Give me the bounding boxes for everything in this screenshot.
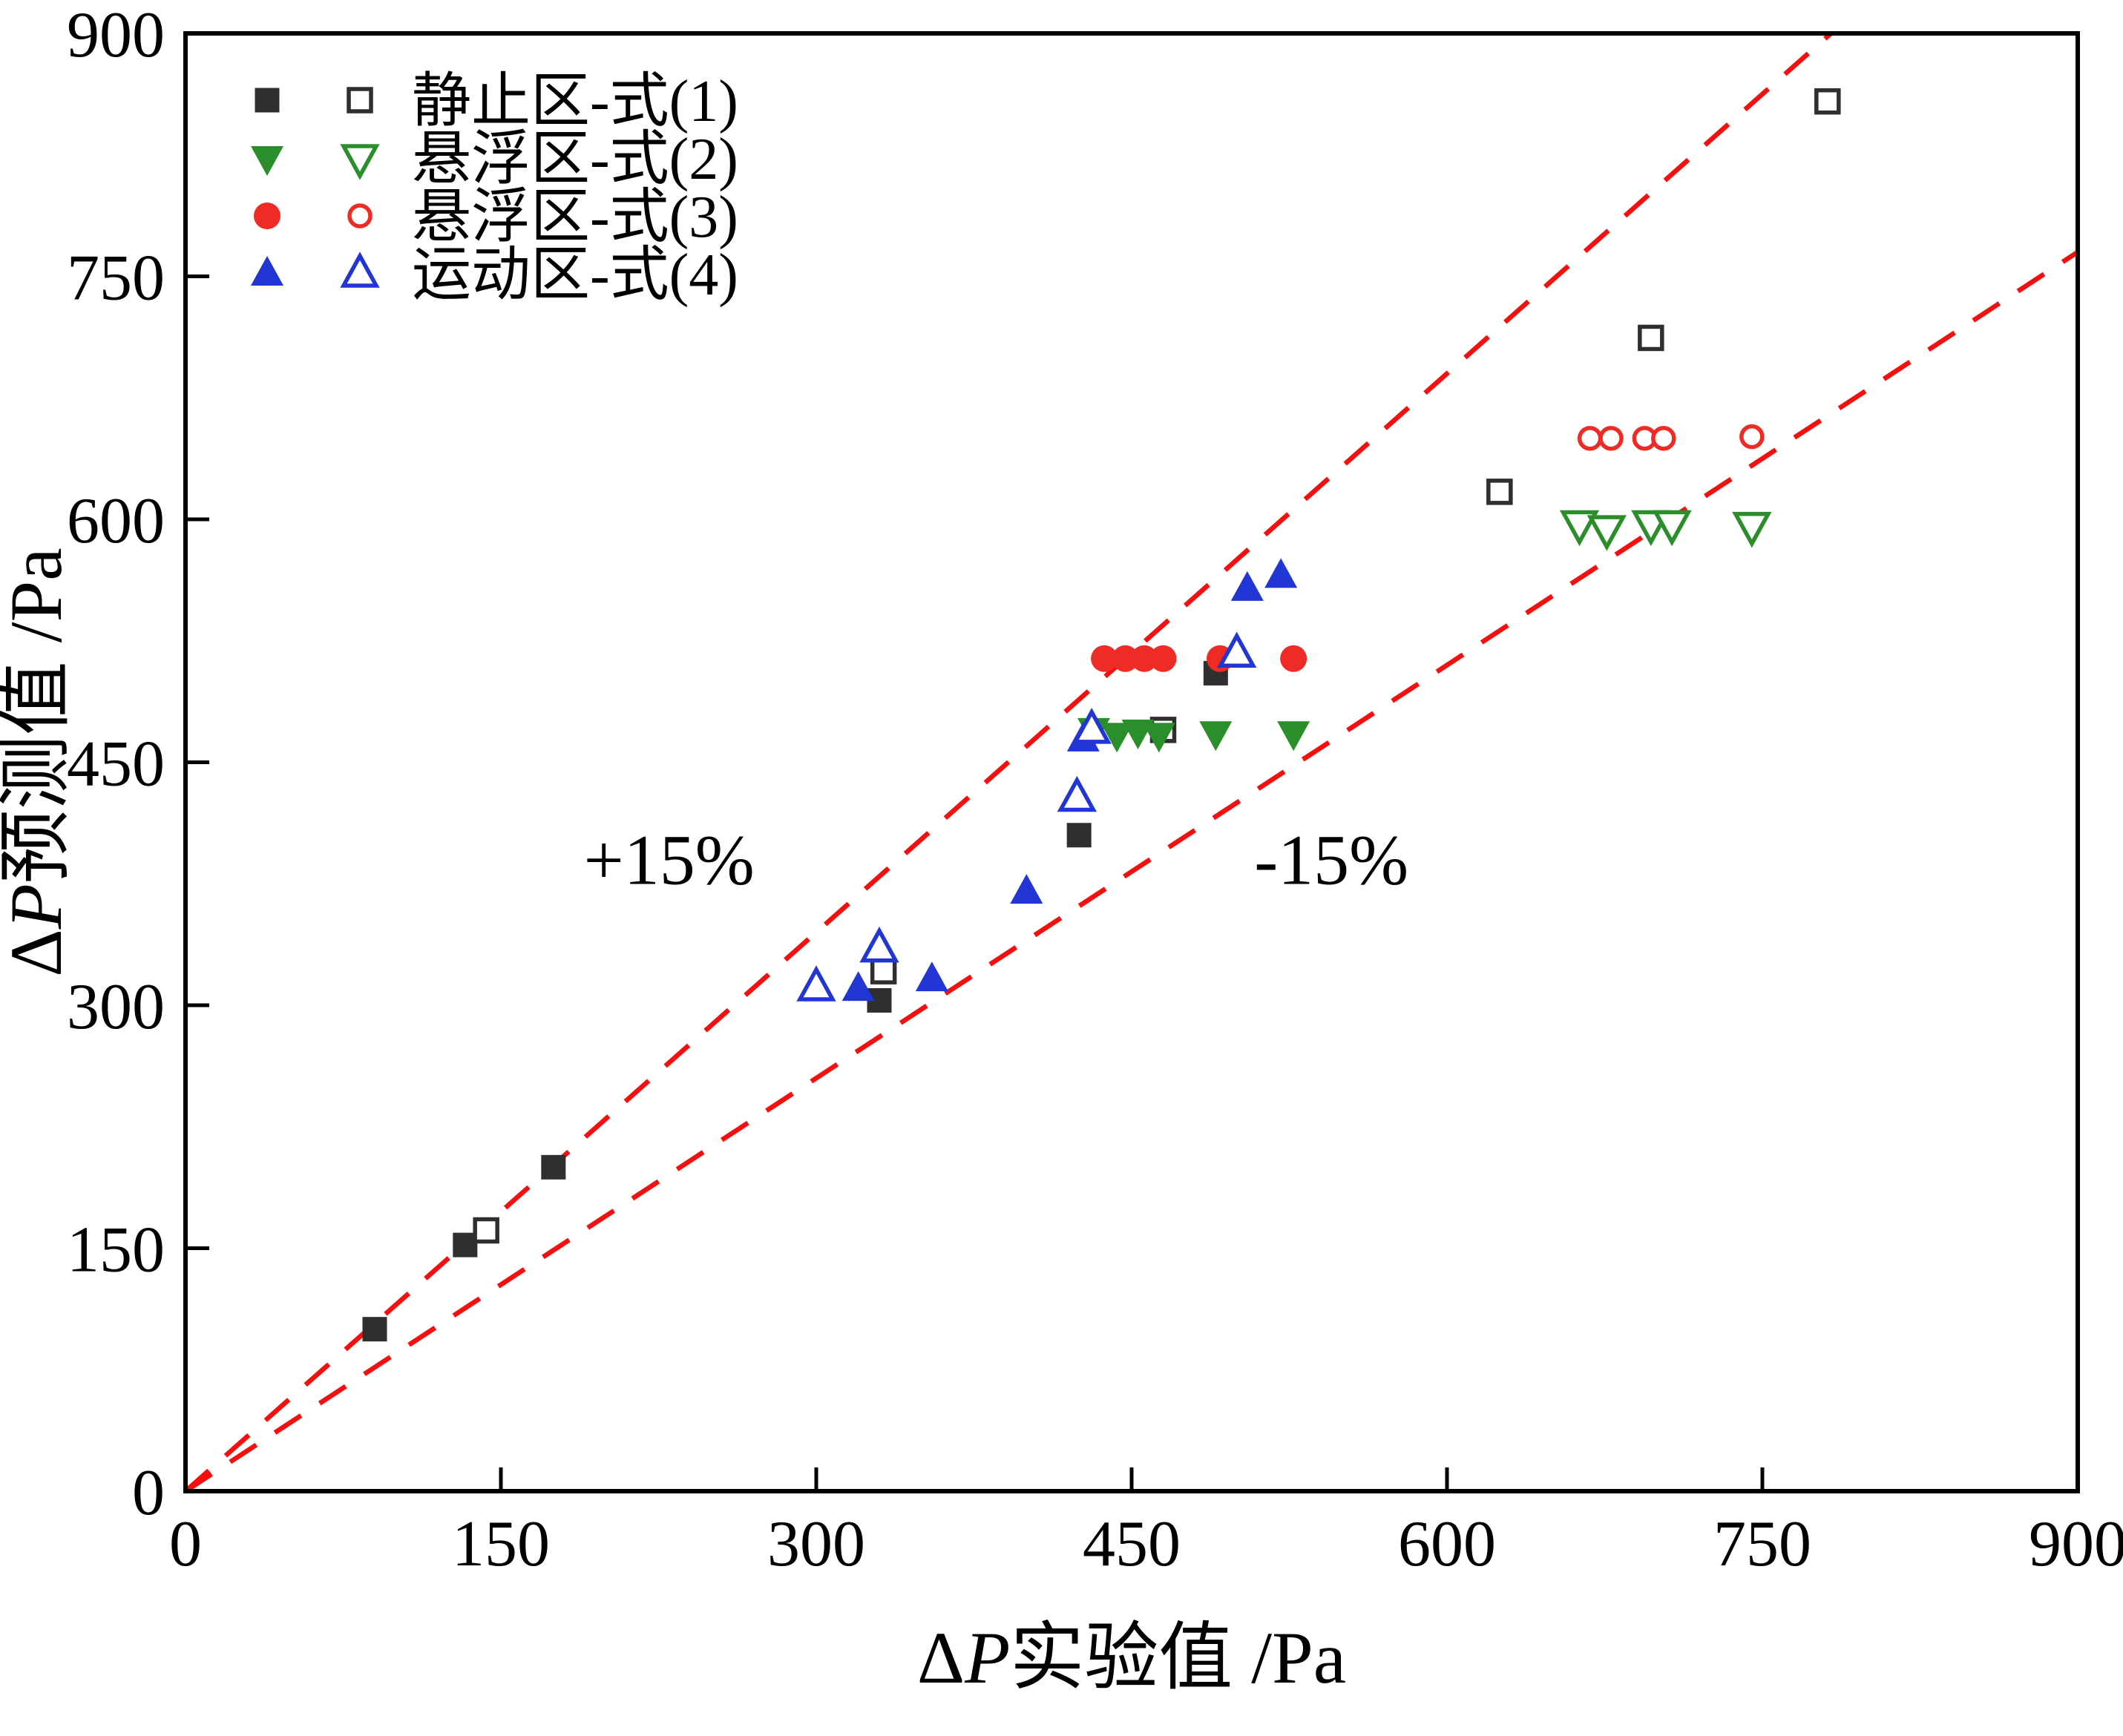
data-point-square-open — [1486, 479, 1513, 505]
data-point-triangle-up-open — [1057, 775, 1097, 812]
data-points — [362, 88, 1841, 1342]
data-point-triangle-up-open — [859, 926, 899, 963]
data-point-circle-open — [1651, 426, 1676, 451]
data-point-triangle-up-filled — [1230, 571, 1264, 601]
data-point-triangle-up-filled — [1010, 874, 1043, 904]
x-axis-title: ΔP实验值 /Pa — [917, 1617, 1346, 1699]
data-point-triangle-down-open — [1559, 510, 1600, 547]
legend: 静止区-式(1)悬浮区-式(2)悬浮区-式(3)运动区-式(4) — [251, 69, 738, 308]
data-point-triangle-up-open — [340, 251, 380, 288]
data-point-triangle-down-open — [340, 144, 380, 180]
data-point-square-open — [1638, 324, 1664, 352]
y-tick-label: 0 — [132, 1457, 165, 1529]
data-point-circle-filled — [1112, 645, 1139, 672]
x-tick-label: 750 — [1713, 1508, 1811, 1580]
data-point-triangle-down-open — [1586, 515, 1627, 551]
data-point-circle-filled — [1091, 645, 1118, 672]
legend-label-4: 运动区-式(4) — [412, 243, 738, 308]
data-point-triangle-up-filled — [1264, 558, 1298, 588]
y-tick-label: 600 — [67, 485, 165, 557]
annotation--15%: -15% — [1254, 820, 1408, 899]
data-point-triangle-up-open — [1072, 708, 1112, 744]
legend-label-1: 静止区-式(1) — [412, 69, 738, 134]
ref-line--15% — [186, 249, 2078, 1491]
data-point-square-filled — [255, 88, 280, 113]
data-point-triangle-up-filled — [841, 971, 875, 1002]
data-point-circle-open — [1598, 426, 1624, 451]
y-tick-label: 150 — [67, 1214, 165, 1286]
data-point-triangle-up-open — [1217, 631, 1257, 668]
x-tick-label: 150 — [452, 1508, 550, 1580]
x-tick-label: 0 — [169, 1508, 202, 1580]
data-point-triangle-up-filled — [915, 961, 948, 992]
data-point-square-open — [347, 87, 373, 114]
y-tick-label: 900 — [67, 0, 165, 71]
data-point-triangle-down-open — [1732, 511, 1772, 548]
y-tick-label: 750 — [67, 243, 165, 315]
data-point-square-filled — [541, 1154, 566, 1180]
data-point-circle-open — [1577, 426, 1603, 451]
data-point-circle-filled — [1131, 645, 1158, 672]
y-tick-label: 450 — [67, 729, 165, 800]
data-point-triangle-down-filled — [1277, 721, 1310, 752]
data-point-square-filled — [1066, 823, 1092, 848]
data-point-square-open — [473, 1217, 499, 1244]
data-point-triangle-down-filled — [1142, 723, 1175, 753]
data-point-triangle-down-filled — [1100, 723, 1134, 753]
x-tick-label: 300 — [767, 1508, 865, 1580]
data-point-square-open — [1814, 88, 1841, 115]
data-point-triangle-up-open — [796, 965, 836, 1002]
data-point-square-open — [870, 958, 897, 984]
data-point-triangle-down-open — [1652, 510, 1692, 547]
x-tick-label: 900 — [2029, 1508, 2123, 1580]
data-point-triangle-up-filled — [251, 256, 283, 286]
annotation-+15%: +15% — [584, 820, 755, 899]
x-tick-label: 450 — [1083, 1508, 1181, 1580]
data-point-circle-open — [347, 203, 373, 228]
y-axis-title: ΔP预测值 /Pa — [0, 548, 77, 976]
data-point-circle-filled — [1149, 645, 1177, 672]
y-tick-label: 300 — [67, 971, 165, 1043]
legend-label-2: 悬浮区-式(2) — [412, 127, 738, 192]
data-point-circle-filled — [254, 203, 280, 229]
axes: 0 150 300 450 600 750 900 0 150 300 450 600 750 900 — [67, 0, 2123, 1580]
data-point-triangle-down-filled — [1199, 721, 1233, 752]
data-point-square-filled — [362, 1317, 387, 1342]
data-point-triangle-down-filled — [251, 146, 283, 176]
data-point-circle-filled — [1280, 645, 1307, 672]
legend-label-3: 悬浮区-式(3) — [412, 185, 738, 250]
x-tick-label: 600 — [1398, 1508, 1496, 1580]
data-point-circle-open — [1739, 424, 1765, 450]
